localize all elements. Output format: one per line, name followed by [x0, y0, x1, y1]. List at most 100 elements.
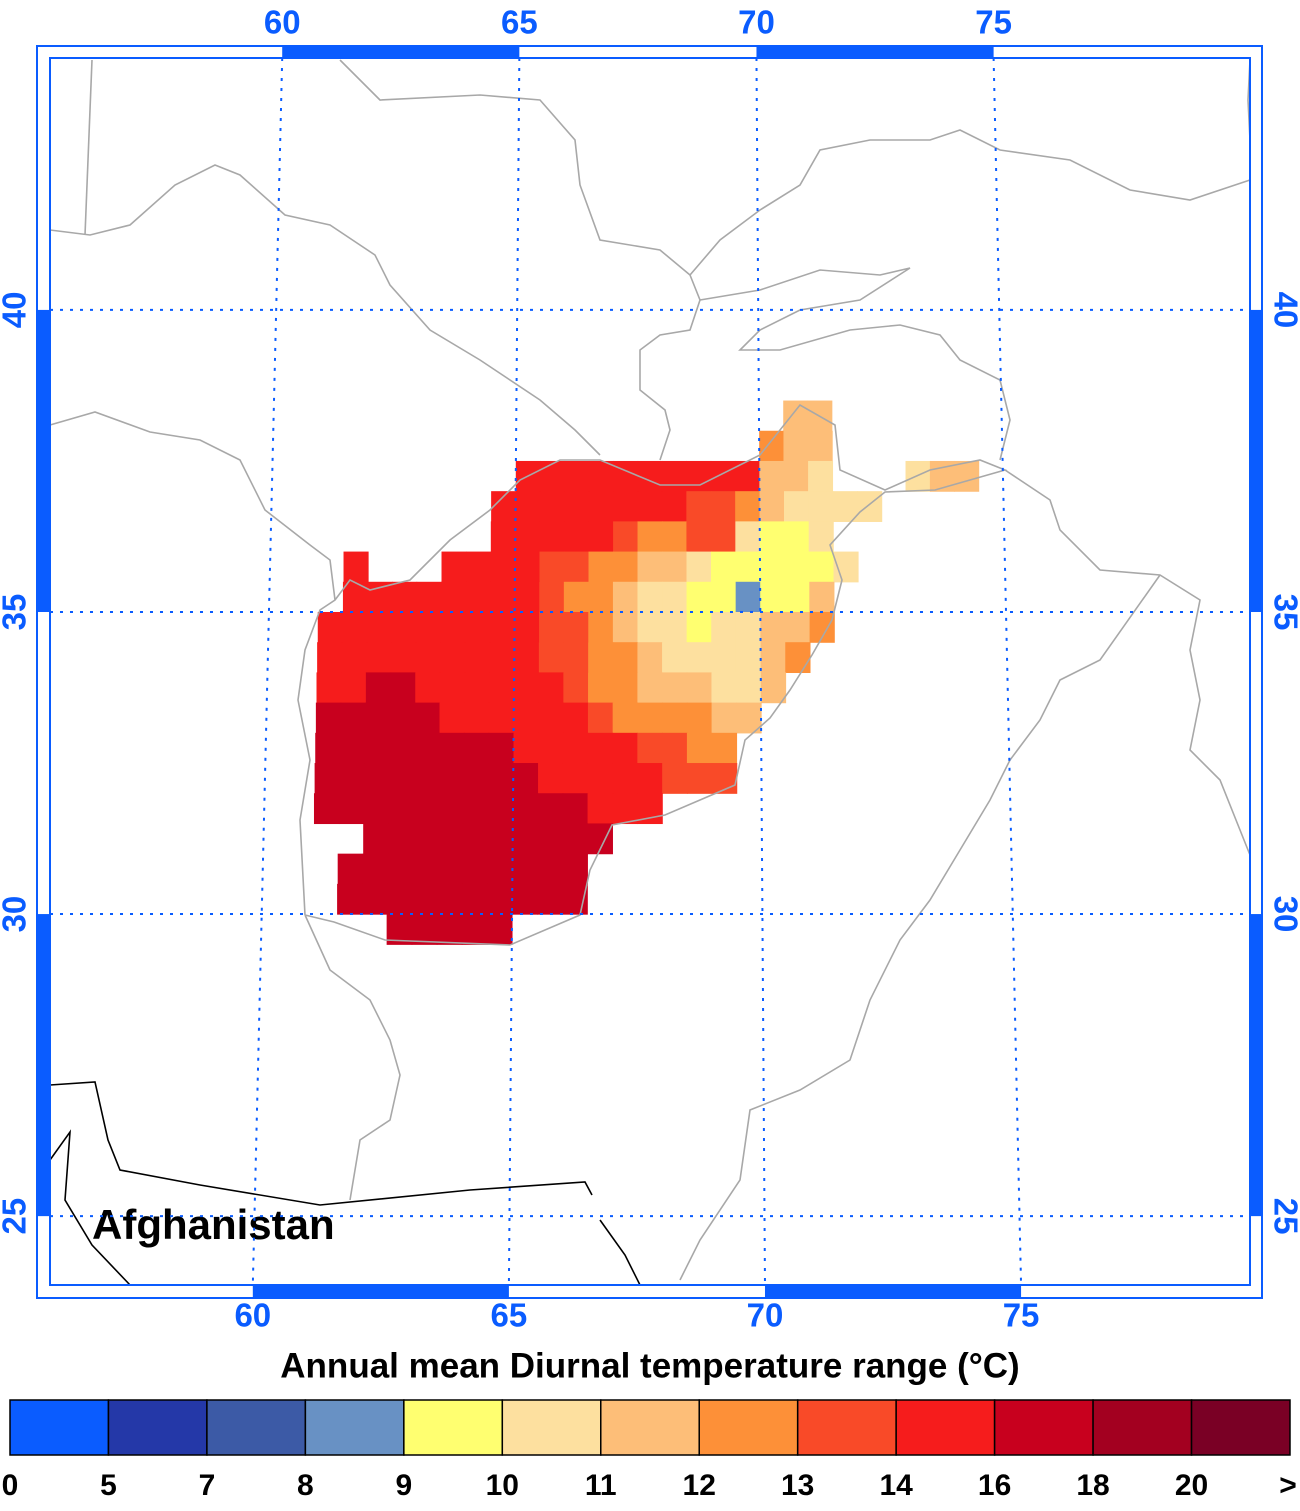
grid-cell [637, 581, 663, 613]
grid-cell [759, 430, 785, 462]
grid-cell [759, 491, 785, 522]
colorbar-box [698, 1399, 799, 1456]
grid-cell [711, 642, 737, 674]
grid-cell [413, 823, 439, 855]
axis-bar [756, 46, 994, 58]
grid-cell [760, 672, 787, 704]
grid-cell [391, 611, 417, 643]
grid-cell [784, 521, 810, 553]
grid-cell [440, 611, 466, 643]
grid-cell [539, 581, 565, 613]
grid-cell [392, 581, 418, 613]
grid-cell [808, 551, 835, 583]
border [49, 164, 601, 456]
coast [49, 1081, 593, 1206]
grid-cell [537, 883, 563, 915]
x-tick-label: 75 [975, 4, 1012, 41]
grid-cell [587, 763, 614, 794]
colorbar-box [304, 1399, 405, 1456]
axis-bar [252, 1285, 509, 1298]
coast [599, 1219, 641, 1286]
grid-cell [562, 793, 589, 825]
grid-cell [760, 581, 786, 613]
grid-cell [538, 763, 564, 794]
colorbar-box [600, 1399, 700, 1456]
grid-cell [783, 400, 809, 432]
grid-cell [588, 551, 614, 583]
axis-bar [1250, 914, 1262, 1217]
grid-cell [710, 521, 736, 553]
grid-cell [637, 460, 663, 492]
grid-cell [613, 460, 639, 492]
colorbar-label: 20 [1175, 1469, 1208, 1502]
colorbar-label: 7 [199, 1469, 216, 1502]
grid-cell [686, 672, 713, 704]
colorbar-label: 14 [879, 1469, 913, 1502]
grid-cell [514, 642, 540, 674]
colorbar-label: 9 [396, 1469, 413, 1502]
grid-cell [339, 763, 365, 794]
grid-cell [662, 581, 688, 613]
grid-cell [661, 460, 687, 492]
grid-cell [338, 793, 365, 825]
grid-cell [416, 581, 442, 613]
grid-cell [563, 672, 589, 704]
grid-line [507, 57, 521, 1286]
grid-cell [661, 491, 687, 522]
colorbar-box [403, 1399, 504, 1456]
grid-cell [612, 611, 639, 643]
grid-cell [366, 642, 392, 674]
grid-cell [365, 702, 391, 734]
grid-cell [686, 551, 712, 583]
grid-cell [637, 642, 663, 674]
grid-cell [637, 611, 663, 643]
grid-cell [759, 551, 786, 583]
grid-cell [439, 672, 466, 704]
grid-cell [463, 763, 489, 794]
grid-cell [515, 551, 541, 583]
grid-cell [412, 853, 439, 885]
grid-cell [562, 823, 589, 855]
colorbar-label: 16 [978, 1469, 1011, 1502]
grid-cell [563, 732, 589, 764]
x-tick-label: 75 [1003, 1297, 1040, 1334]
grid-cell [711, 611, 737, 643]
grid-cell [441, 551, 467, 583]
grid-cell [735, 491, 761, 522]
y-tick-label: 40 [0, 292, 33, 329]
grid-cell [365, 672, 392, 704]
grid-cell [512, 793, 539, 825]
grid-cell [711, 702, 737, 734]
region-label: Afghanistan [92, 1201, 335, 1248]
grid-cell [436, 914, 463, 945]
border [689, 129, 1251, 276]
border [297, 403, 1008, 946]
y-tick-label: 35 [0, 594, 33, 631]
grid-cell [439, 732, 465, 764]
grid-cell [662, 672, 688, 704]
grid-cell [489, 642, 515, 674]
grid-cell [538, 642, 565, 674]
grid-cell [637, 521, 663, 553]
grid-cell [588, 672, 614, 704]
grid-cell [662, 732, 688, 764]
grid-cell [441, 581, 467, 613]
grid-cell [735, 611, 762, 643]
grid-cell [512, 823, 539, 855]
grid-cell [612, 642, 639, 674]
colorbar-box [1190, 1399, 1291, 1456]
grid-cell [563, 611, 589, 643]
x-tick-label: 65 [501, 4, 538, 41]
axis-bar [282, 46, 520, 58]
grid-cell [612, 763, 638, 794]
grid-cell [366, 611, 393, 643]
grid-cell [437, 883, 463, 915]
grid-cell [905, 460, 931, 492]
coastline [49, 1081, 641, 1286]
grid-cell [537, 823, 564, 855]
grid-cell [340, 732, 366, 764]
axis-bar [37, 914, 50, 1217]
outer-frame [36, 45, 1263, 1299]
grid-cell [686, 581, 712, 613]
grid-cell [539, 521, 565, 553]
